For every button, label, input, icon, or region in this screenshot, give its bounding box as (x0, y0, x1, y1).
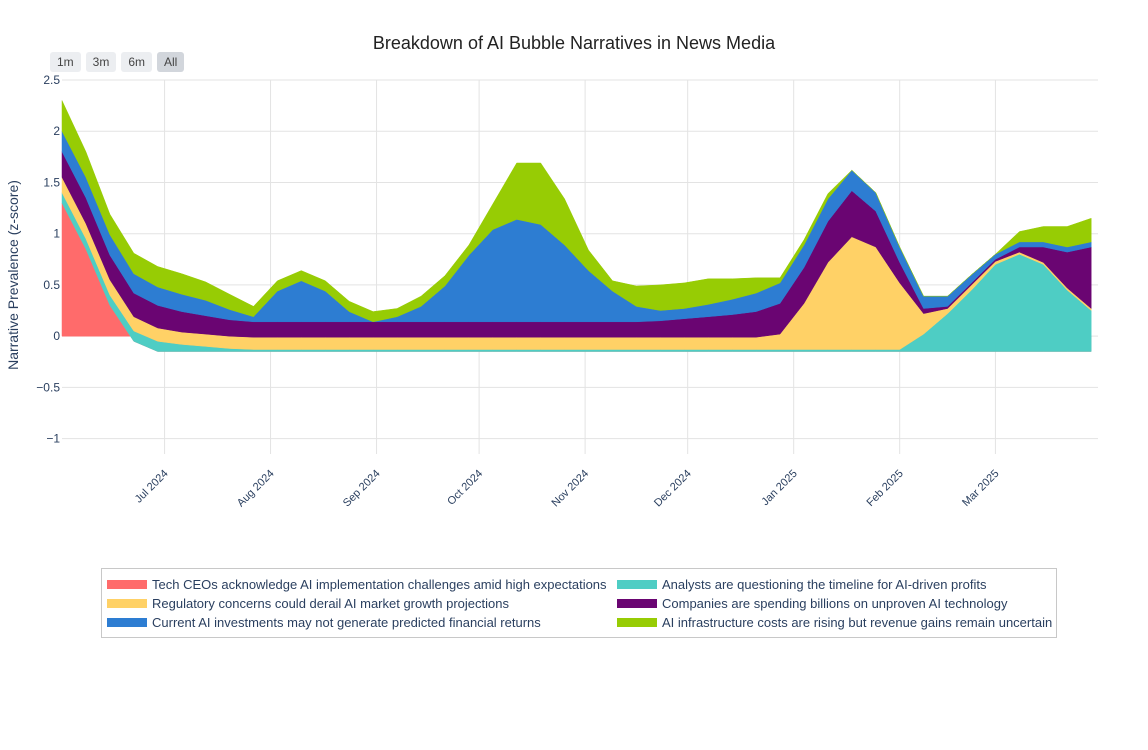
legend-item[interactable]: AI infrastructure costs are rising but r… (617, 613, 1052, 632)
legend-swatch (107, 599, 147, 608)
y-tick-label: 0.5 (43, 278, 60, 292)
legend: Tech CEOs acknowledge AI implementation … (101, 568, 1057, 638)
legend-item[interactable]: Companies are spending billions on unpro… (617, 594, 1007, 613)
legend-swatch (107, 580, 147, 589)
chart-plot[interactable]: −1 −0.5 0 0.5 1 1.5 2 2.5 Jul 2024 Aug 2024 Sep 2… (0, 0, 1148, 560)
y-tick-label: 2.5 (43, 73, 60, 87)
y-tick-label: 2 (53, 124, 60, 138)
legend-swatch (617, 618, 657, 627)
x-tick-label: Nov 2024 (549, 468, 591, 510)
x-tick-label: Jul 2024 (133, 468, 171, 506)
legend-item[interactable]: Regulatory concerns could derail AI mark… (107, 594, 509, 613)
range-button-all[interactable]: All (157, 52, 185, 72)
area-series-5 (61, 100, 1092, 323)
y-tick-label: 1.5 (43, 175, 60, 189)
x-axis-ticks: Jul 2024 Aug 2024 Sep 2024 Oct 2024 Nov 2024… (133, 468, 1002, 510)
legend-label: Regulatory concerns could derail AI mark… (152, 596, 509, 611)
x-tick-label: Dec 2024 (652, 468, 694, 510)
x-tick-label: Oct 2024 (445, 468, 485, 508)
legend-item[interactable]: Analysts are questioning the timeline fo… (617, 575, 986, 594)
legend-swatch (617, 580, 657, 589)
y-axis-title: Narrative Prevalence (z-score) (5, 180, 21, 370)
stacked-areas (61, 100, 1092, 352)
legend-item[interactable]: Current AI investments may not generate … (107, 613, 541, 632)
legend-label: Companies are spending billions on unpro… (662, 596, 1008, 611)
legend-swatch (617, 599, 657, 608)
range-selector: 1m 3m 6m All (50, 52, 185, 72)
x-tick-label: Feb 2025 (864, 468, 905, 509)
y-tick-label: −0.5 (36, 380, 60, 394)
legend-label: Current AI investments may not generate … (152, 615, 541, 630)
range-button-1m[interactable]: 1m (50, 52, 81, 72)
x-tick-label: Aug 2024 (235, 468, 277, 510)
legend-label: Analysts are questioning the timeline fo… (662, 577, 987, 592)
x-tick-label: Mar 2025 (960, 468, 1001, 509)
chart-title: Breakdown of AI Bubble Narratives in New… (372, 33, 776, 53)
x-tick-label: Jan 2025 (759, 468, 799, 508)
legend-label: Tech CEOs acknowledge AI implementation … (152, 577, 607, 592)
x-tick-label: Sep 2024 (341, 468, 383, 510)
range-button-6m[interactable]: 6m (121, 52, 153, 72)
legend-swatch (107, 618, 147, 627)
y-tick-label: −1 (46, 432, 60, 446)
range-button-3m[interactable]: 3m (85, 52, 117, 72)
y-tick-label: 0 (53, 329, 60, 343)
legend-item[interactable]: Tech CEOs acknowledge AI implementation … (107, 575, 607, 594)
legend-label: AI infrastructure costs are rising but r… (662, 615, 1053, 630)
y-axis-ticks: −1 −0.5 0 0.5 1 1.5 2 2.5 (36, 73, 60, 446)
y-tick-label: 1 (53, 227, 60, 241)
